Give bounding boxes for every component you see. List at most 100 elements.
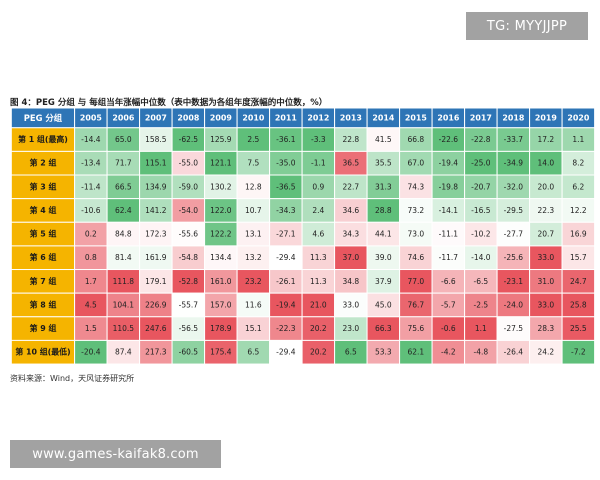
cell-value: 20.7 <box>537 230 554 239</box>
row-label: 第 3 组 <box>30 181 57 191</box>
cell-value: 24.7 <box>570 277 587 286</box>
cell-value: -3.3 <box>311 135 326 144</box>
cell-value: 65.0 <box>115 135 132 144</box>
cell-value: -52.8 <box>179 277 199 286</box>
cell-value: 122.2 <box>210 230 232 239</box>
header-year-2020: 2020 <box>567 113 589 122</box>
cell-value: 11.3 <box>310 253 327 262</box>
cell-value: -2.5 <box>474 300 489 309</box>
cell-value: 13.2 <box>245 253 262 262</box>
cell-value: 115.1 <box>145 159 167 168</box>
cell-value: 0.8 <box>85 253 97 262</box>
cell-value: 247.6 <box>145 324 167 333</box>
cell-value: -26.1 <box>276 277 296 286</box>
cell-value: 1.7 <box>85 277 97 286</box>
cell-value: -29.5 <box>504 206 524 215</box>
watermark-bottom: www.games-kaifak8.com <box>10 440 221 468</box>
cell-value: 8.2 <box>572 159 584 168</box>
cell-value: -32.0 <box>504 182 524 191</box>
cell-value: -55.6 <box>179 230 199 239</box>
cell-value: 20.2 <box>310 348 327 357</box>
cell-value: 25.8 <box>570 300 587 309</box>
cell-value: -10.2 <box>471 230 491 239</box>
cell-value: 12.2 <box>570 206 587 215</box>
cell-value: -55.7 <box>179 300 199 309</box>
cell-value: -0.6 <box>441 324 456 333</box>
header-year-2009: 2009 <box>210 113 232 122</box>
cell-value: 121.1 <box>210 159 232 168</box>
cell-value: 73.2 <box>407 206 424 215</box>
cell-value: 25.5 <box>570 324 587 333</box>
cell-value: -27.7 <box>504 230 524 239</box>
cell-value: 110.5 <box>113 324 135 333</box>
header-year-2011: 2011 <box>275 113 297 122</box>
cell-value: 34.8 <box>342 277 359 286</box>
cell-value: 23.0 <box>342 324 359 333</box>
cell-value: 39.0 <box>375 253 392 262</box>
cell-value: 76.7 <box>407 300 424 309</box>
cell-value: 111.8 <box>113 277 135 286</box>
header-year-2014: 2014 <box>372 113 394 122</box>
cell-value: 172.3 <box>145 230 167 239</box>
cell-value: 6.5 <box>345 348 357 357</box>
cell-value: 104.1 <box>113 300 135 309</box>
cell-value: 41.5 <box>375 135 392 144</box>
header-year-2015: 2015 <box>405 113 427 122</box>
cell-value: 7.5 <box>247 159 259 168</box>
cell-value: -24.0 <box>504 300 524 309</box>
cell-value: 34.3 <box>342 230 359 239</box>
cell-value: -23.1 <box>504 277 524 286</box>
cell-value: 36.5 <box>342 159 359 168</box>
cell-value: -34.3 <box>276 206 296 215</box>
cell-value: -19.4 <box>439 159 459 168</box>
cell-value: 66.3 <box>375 324 392 333</box>
cell-value: -20.4 <box>81 348 101 357</box>
cell-value: 161.0 <box>210 277 232 286</box>
cell-value: 6.2 <box>572 182 584 191</box>
header-year-2012: 2012 <box>307 113 329 122</box>
cell-value: -4.2 <box>441 348 456 357</box>
cell-value: 0.2 <box>85 230 97 239</box>
cell-value: 1.1 <box>572 135 584 144</box>
cell-value: 15.1 <box>245 324 262 333</box>
cell-value: 28.8 <box>375 206 392 215</box>
cell-value: -19.8 <box>439 182 459 191</box>
cell-value: 66.8 <box>407 135 424 144</box>
cell-value: -14.0 <box>471 253 491 262</box>
row-label: 第 2 组 <box>30 158 57 168</box>
cell-value: 161.9 <box>145 253 167 262</box>
cell-value: -54.0 <box>179 206 199 215</box>
cell-value: 226.9 <box>145 300 167 309</box>
cell-value: 84.8 <box>115 230 132 239</box>
header-year-2006: 2006 <box>112 113 134 122</box>
cell-value: 158.5 <box>145 135 167 144</box>
cell-value: -29.4 <box>276 348 296 357</box>
cell-value: 53.3 <box>375 348 392 357</box>
cell-value: -62.5 <box>179 135 199 144</box>
cell-value: 67.0 <box>407 159 424 168</box>
cell-value: 13.1 <box>245 230 262 239</box>
cell-value: -22.6 <box>439 135 459 144</box>
cell-value: 175.4 <box>210 348 232 357</box>
cell-value: 15.7 <box>570 253 587 262</box>
cell-value: -4.8 <box>474 348 489 357</box>
cell-value: 45.0 <box>375 300 392 309</box>
cell-value: 2.4 <box>312 206 324 215</box>
figure-title: 图 4：PEG 分组 与 每组当年涨幅中位数（表中数据为各组年度涨幅的中位数，%… <box>10 98 328 108</box>
row-label: 第 10 组(最低) <box>15 347 70 357</box>
cell-value: 33.0 <box>537 300 554 309</box>
cell-value: 31.3 <box>375 182 392 191</box>
cell-value: -11.1 <box>439 230 459 239</box>
cell-value: 1.5 <box>85 324 97 333</box>
cell-value: -60.5 <box>179 348 199 357</box>
cell-value: -13.4 <box>81 159 101 168</box>
cell-value: -11.7 <box>439 253 459 262</box>
cell-value: 44.1 <box>375 230 392 239</box>
cell-value: 33.0 <box>537 253 554 262</box>
cell-value: -5.7 <box>441 300 456 309</box>
cell-value: 12.8 <box>245 182 262 191</box>
cell-value: -27.1 <box>276 230 296 239</box>
cell-value: 74.3 <box>407 182 424 191</box>
cell-value: 20.0 <box>537 182 554 191</box>
cell-value: -16.5 <box>471 206 491 215</box>
